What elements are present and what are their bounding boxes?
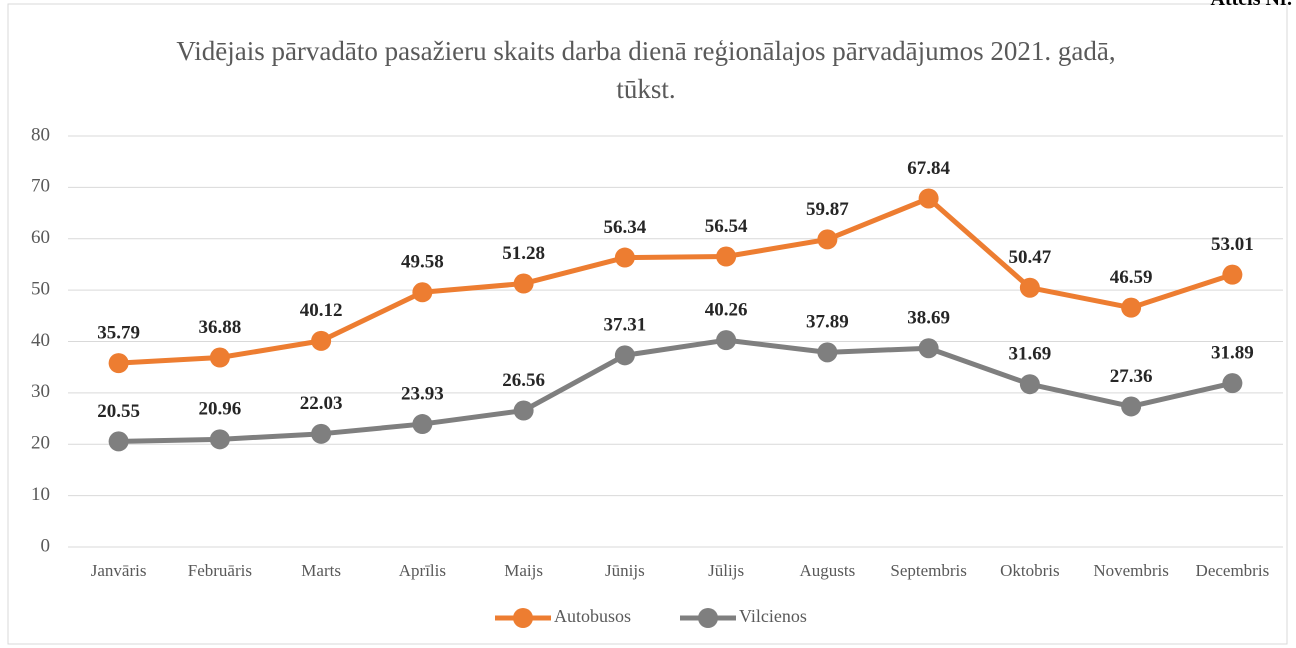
point xyxy=(1222,373,1243,394)
x-tick-label: Jūnijs xyxy=(605,561,645,580)
data-label: 53.01 xyxy=(1211,234,1254,255)
point xyxy=(614,345,635,366)
y-tick-label: 10 xyxy=(31,484,50,505)
data-label: 51.28 xyxy=(502,243,545,264)
x-tick-label: Novembris xyxy=(1093,561,1169,580)
x-tick-label: Decembris xyxy=(1196,561,1270,580)
data-label: 46.59 xyxy=(1110,267,1153,288)
point xyxy=(716,246,737,267)
x-tick-label: Jūlijs xyxy=(708,561,744,580)
point xyxy=(1121,396,1142,417)
data-label: 26.56 xyxy=(502,370,545,391)
point xyxy=(1121,297,1142,318)
legend-label: Autobusos xyxy=(554,606,631,626)
point xyxy=(311,330,332,351)
point xyxy=(412,414,433,435)
data-label: 59.87 xyxy=(806,199,849,220)
data-label: 36.88 xyxy=(199,317,242,338)
chart-border xyxy=(7,3,1288,645)
data-label: 27.36 xyxy=(1110,366,1153,387)
point xyxy=(209,347,230,368)
x-tick-label: Oktobris xyxy=(1000,561,1060,580)
data-label: 22.03 xyxy=(300,393,343,414)
legend-marker xyxy=(513,608,533,628)
legend-label: Vilcienos xyxy=(739,606,807,626)
data-label: 31.89 xyxy=(1211,343,1254,364)
y-tick-label: 40 xyxy=(31,330,50,351)
figure-label: Attēls Nr. xyxy=(1211,0,1292,11)
point xyxy=(108,353,129,374)
data-label: 38.69 xyxy=(907,308,950,329)
data-label: 35.79 xyxy=(97,322,140,343)
data-label: 31.69 xyxy=(1009,344,1052,365)
chart-title: Vidējais pārvadāto pasažieru skaits darb… xyxy=(176,36,1116,104)
point xyxy=(817,229,838,250)
data-label: 40.26 xyxy=(705,300,748,321)
x-tick-label: Septembris xyxy=(890,561,967,580)
data-label: 37.31 xyxy=(604,315,647,336)
data-label: 20.55 xyxy=(97,401,140,422)
y-tick-label: 0 xyxy=(41,535,51,556)
x-tick-label: Janvāris xyxy=(91,561,147,580)
y-tick-label: 20 xyxy=(31,433,50,454)
data-label: 50.47 xyxy=(1009,247,1052,268)
point xyxy=(513,400,534,421)
x-tick-label: Aprīlis xyxy=(399,561,446,580)
data-label: 49.58 xyxy=(401,252,444,273)
y-tick-label: 80 xyxy=(31,124,50,145)
x-tick-label: Marts xyxy=(301,561,341,580)
point xyxy=(1222,264,1243,285)
y-tick-label: 50 xyxy=(31,278,50,299)
y-tick-label: 60 xyxy=(31,227,50,248)
legend-marker xyxy=(698,608,718,628)
point xyxy=(817,342,838,363)
data-label: 56.54 xyxy=(705,216,748,237)
y-tick-label: 30 xyxy=(31,381,50,402)
data-label: 56.34 xyxy=(604,217,647,238)
point xyxy=(412,282,433,303)
data-label: 40.12 xyxy=(300,300,343,321)
x-tick-label: Augusts xyxy=(800,561,856,580)
point xyxy=(108,431,129,452)
point xyxy=(716,330,737,351)
y-tick-label: 70 xyxy=(31,176,50,197)
point xyxy=(513,273,534,294)
data-label: 23.93 xyxy=(401,383,444,404)
x-tick-label: Maijs xyxy=(504,561,543,580)
series-line xyxy=(118,195,1234,366)
point xyxy=(614,247,635,268)
point xyxy=(1019,374,1040,395)
data-label: 37.89 xyxy=(806,312,849,333)
point xyxy=(209,429,230,450)
point xyxy=(1019,277,1040,298)
point xyxy=(311,423,332,444)
point xyxy=(918,338,939,359)
data-label: 20.96 xyxy=(199,399,242,420)
x-tick-label: Februāris xyxy=(188,561,252,580)
series-line xyxy=(118,337,1233,444)
data-label: 67.84 xyxy=(907,158,950,179)
point xyxy=(918,188,939,209)
